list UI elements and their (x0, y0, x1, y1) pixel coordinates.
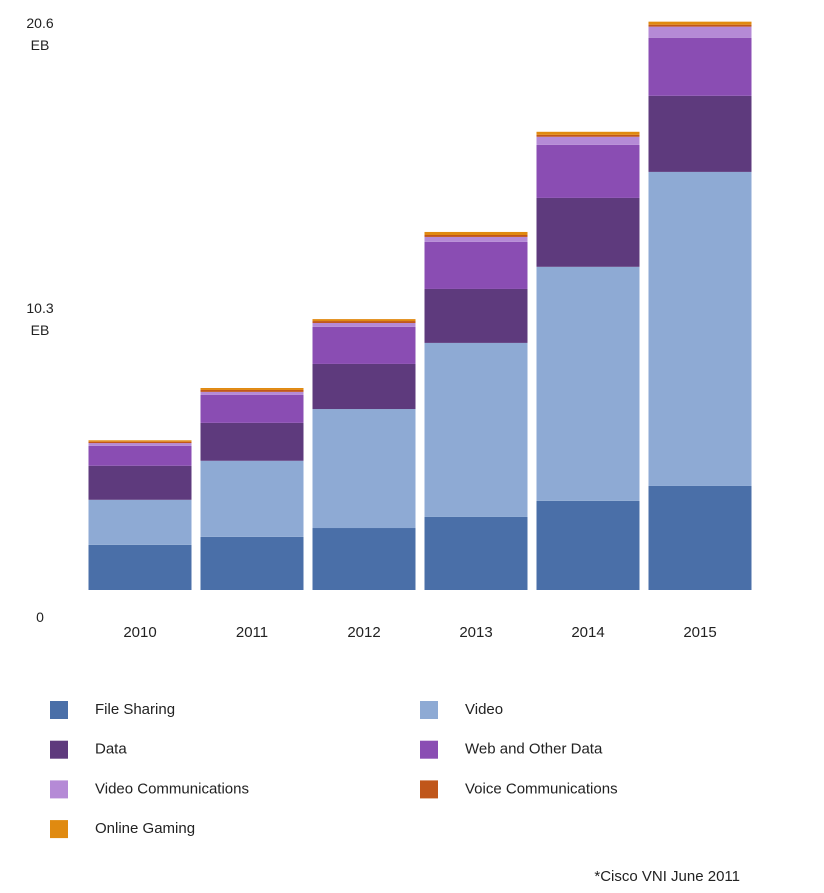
bar-segment (424, 342, 528, 517)
bar-segment (648, 21, 752, 25)
bar-segment (200, 389, 304, 392)
bar-segment (536, 500, 640, 590)
bar-segment (200, 388, 304, 390)
bar-segment (88, 440, 192, 442)
legend-label: Voice Communications (465, 780, 618, 797)
bar-segment (88, 445, 192, 466)
bar-segment (200, 391, 304, 395)
bar-segment (312, 319, 416, 322)
legend-swatch (420, 780, 438, 799)
bar-segment (424, 234, 528, 237)
bar-segment (424, 516, 528, 590)
bar-segment (648, 95, 752, 172)
bar-segment (312, 326, 416, 364)
x-tick-label: 2011 (236, 624, 268, 641)
bar-segment (312, 321, 416, 323)
bar-segment (200, 394, 304, 423)
legend-label: Online Gaming (95, 820, 195, 837)
bar-segment (424, 231, 528, 235)
x-tick-label: 2010 (123, 624, 156, 641)
legend-swatch (50, 740, 68, 759)
bar-segment (200, 460, 304, 537)
bar-segment (648, 24, 752, 27)
x-tick-label: 2015 (683, 624, 716, 641)
bar-segment (536, 144, 640, 198)
bar-segment (536, 131, 640, 135)
legend-label: Data (95, 741, 127, 758)
legend-label: File Sharing (95, 701, 175, 718)
legend-label: Video Communications (95, 780, 249, 797)
legend-label: Web and Other Data (465, 741, 603, 758)
bar-segment (312, 528, 416, 590)
bar-segment (312, 409, 416, 529)
y-tick-label: 20.6 EB (26, 15, 54, 53)
bar-segment (536, 136, 640, 145)
bar-segment (648, 26, 752, 38)
y-tick-label: 10.3 EB (26, 300, 54, 338)
x-tick-label: 2014 (571, 624, 604, 641)
legend-swatch (420, 740, 438, 759)
bar-segment (424, 241, 528, 289)
bar-segment (200, 422, 304, 461)
bar-segment (536, 197, 640, 267)
footnote: *Cisco VNI June 2011 (594, 868, 740, 885)
bar-segment (88, 465, 192, 500)
bar-segment (88, 443, 192, 446)
legend-swatch (420, 701, 438, 719)
x-tick-label: 2012 (347, 624, 380, 641)
bar-segment (312, 322, 416, 327)
bar-segment (424, 288, 528, 343)
legend-swatch (50, 701, 68, 719)
legend-swatch (50, 780, 68, 799)
y-tick-label: 0 (36, 609, 44, 625)
bar-segment (648, 171, 752, 486)
bar-segment (88, 499, 192, 545)
bar-segment (200, 536, 304, 590)
bar-segment (312, 363, 416, 410)
x-tick-label: 2013 (459, 624, 492, 641)
bar-segment (88, 544, 192, 590)
bar-segment (424, 236, 528, 242)
bar-segment (536, 134, 640, 137)
bar-segment (648, 37, 752, 96)
bar-segment (536, 266, 640, 501)
legend-swatch (50, 820, 68, 839)
legend-label: Video (465, 701, 503, 718)
bar-segment (88, 441, 192, 444)
bar-segment (648, 485, 752, 590)
